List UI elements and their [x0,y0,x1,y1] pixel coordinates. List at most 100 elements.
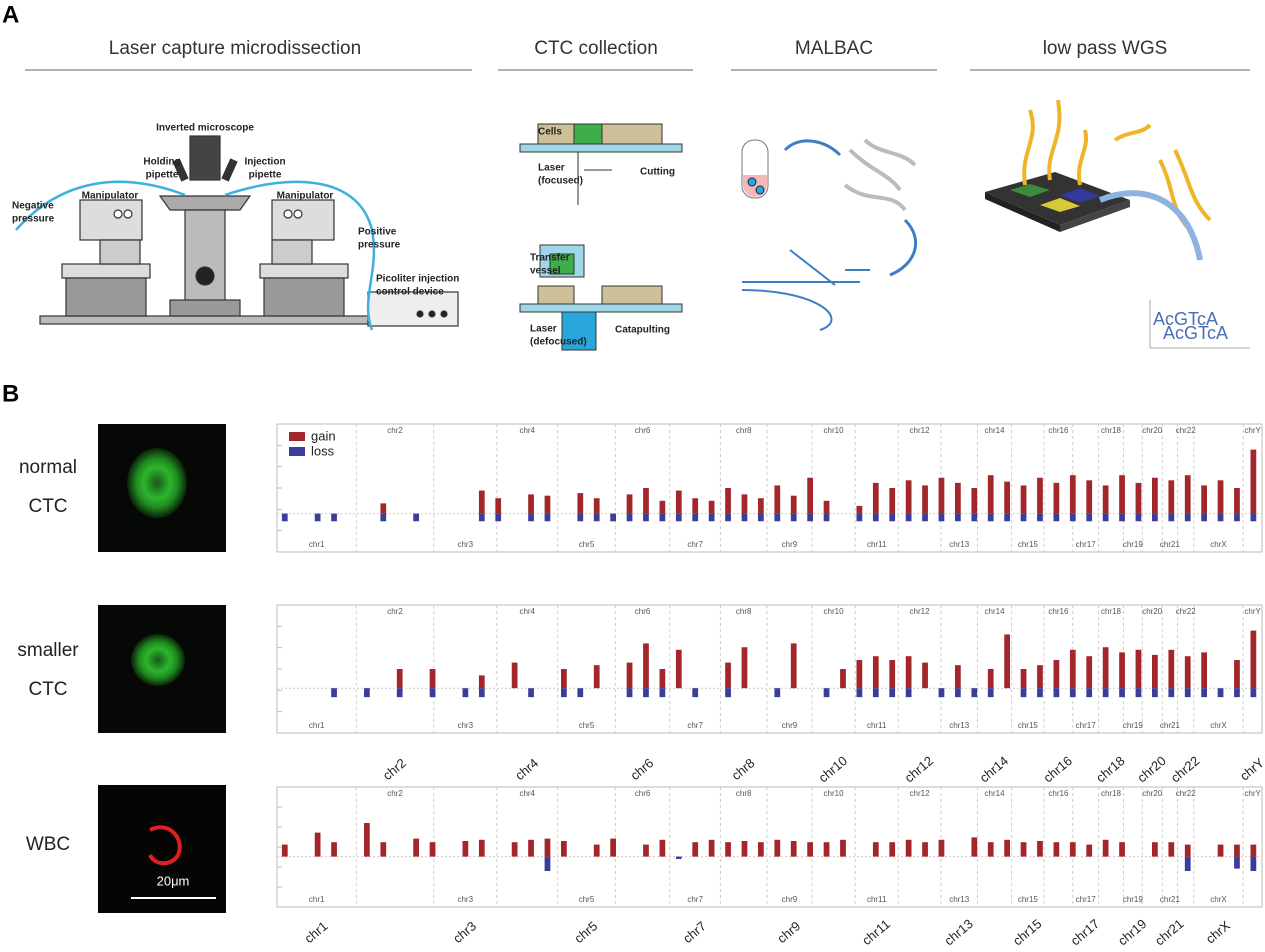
chromosome-label: chr20 [1142,426,1163,435]
cnv-bar [823,688,830,698]
cnv-bar [774,513,781,522]
cnv-bar [1184,656,1191,689]
cnv-bar [823,500,830,514]
cnv-bar [1102,485,1109,514]
cnv-bar [626,513,633,522]
cnv-bar [971,837,978,857]
cnv-bar [380,513,387,522]
cnv-bar [1086,656,1093,689]
row-label: normal [19,457,77,478]
cnv-bar [856,660,863,689]
cnv-bar [1152,477,1158,514]
chromosome-label-large: chrY [1237,755,1265,784]
illustration-label: Manipulator [277,191,334,202]
chromosome-label: chrX [1210,540,1227,549]
illustration-label: control device [376,287,444,298]
cnv-bar [905,513,912,522]
cnv-bar [478,513,485,522]
chromosome-label: chr11 [867,540,887,549]
chromosome-label-large: chr19 [1115,916,1150,948]
malbac-illustration [741,138,918,331]
cnv-bar [511,662,518,689]
illustration-label: (defocused) [530,337,587,348]
chromosome-label: chr21 [1160,721,1181,730]
cnv-bar [561,669,567,689]
section-title: Laser capture microdissection [109,38,361,59]
cnv-bar [938,839,945,857]
cnv-bar [643,643,649,689]
cnv-bar [1234,660,1240,689]
cnv-bar [725,842,731,857]
cnv-bar [610,513,617,522]
chromosome-label: chr19 [1123,895,1144,904]
cnv-bar [544,838,551,857]
cnv-bar [905,656,912,689]
cnv-bar [1135,688,1142,698]
cnv-bar [1020,669,1027,689]
cnv-bar [807,477,814,514]
wgs-illustration [985,99,1250,349]
cnv-bar [396,669,403,689]
cnv-bar [692,842,699,857]
chromosome-label: chr2 [387,426,403,435]
cnv-bar [528,513,534,522]
chromosome-label: chr19 [1123,540,1144,549]
cnv-bar [1184,513,1191,522]
chromosome-label-large: chr13 [941,916,976,948]
chromosome-label: chr5 [579,895,595,904]
row-label: CTC [28,496,67,517]
illustration-label: pressure [12,214,55,225]
cnv-bar [1004,513,1011,522]
cnv-bar [774,485,781,514]
cnv-bar [544,513,551,522]
chromosome-label: chr6 [635,789,651,798]
chromosome-label: chr13 [949,895,970,904]
cnv-bar [380,503,387,514]
chromosome-label: chr4 [519,789,535,798]
cnv-bar [741,494,748,514]
cnv-bar [1250,844,1257,857]
cnv-bar [429,669,436,689]
chromosome-label: chr15 [1018,895,1039,904]
cnv-bar [1250,449,1257,514]
chromosome-label: chr1 [309,721,325,730]
cnv-bar [528,494,534,514]
row-label: WBC [26,834,70,855]
illustration-label: (focused) [538,176,583,187]
chromosome-label: chr20 [1142,789,1163,798]
cnv-bar [955,688,961,698]
cnv-bar [1184,688,1191,698]
cnv-bar [872,842,879,857]
cnv-bar [987,842,994,857]
cnv-bar [593,513,600,522]
chromosome-label-large: chr15 [1010,916,1045,948]
cnv-bar [1020,485,1027,514]
cnv-bar [725,513,731,522]
cnv-bar [1250,513,1257,522]
cnv-bar [1053,660,1060,689]
panel-label: A [2,1,19,28]
illustration-label: Picoliter injection [376,274,459,285]
cnv-bar [544,495,551,514]
cnv-bar [1168,842,1175,857]
chromosome-label-large: chr18 [1093,753,1128,785]
cnv-bar [643,513,649,522]
cnv-bar [593,665,600,689]
chromosome-label: chr8 [736,607,752,616]
chromosome-label: chr14 [985,789,1006,798]
cnv-bar [478,675,485,689]
cnv-bar [331,688,337,698]
chromosome-label: chr21 [1160,540,1181,549]
illustration-label: Transfer [530,253,570,264]
cnv-bar [380,842,387,857]
cnv-bar [314,832,321,857]
chromosome-label-large: chr11 [859,916,893,948]
illustration-label: vessel [530,266,561,277]
cnv-bar [1250,688,1257,698]
chromosome-label: chr12 [910,789,931,798]
chromosome-label: chr15 [1018,721,1039,730]
chromosome-label: chrY [1244,426,1261,435]
cnv-bar [528,688,534,698]
illustration-label: pressure [358,240,401,251]
chromosome-label: chr9 [782,721,798,730]
